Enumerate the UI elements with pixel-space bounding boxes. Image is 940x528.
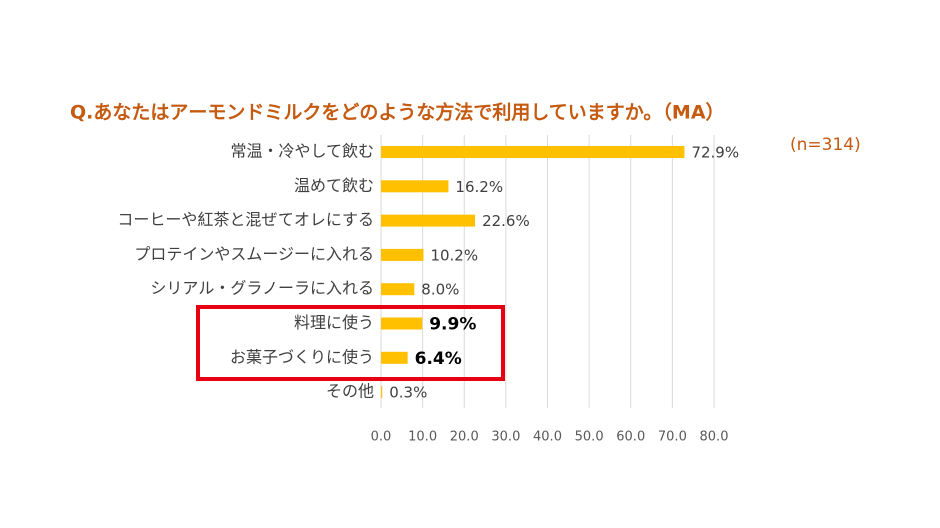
value-label: 10.2% (430, 246, 478, 264)
category-label: 料理に使う (294, 313, 374, 332)
bar (381, 283, 415, 296)
value-label: 72.9% (691, 144, 739, 162)
bar (381, 351, 408, 364)
bar (381, 248, 424, 261)
category-label: お菓子づくりに使う (230, 347, 374, 366)
value-label: 16.2% (455, 178, 503, 196)
x-tick-label: 0.0 (371, 430, 392, 445)
x-tick-label: 50.0 (575, 430, 604, 445)
bar (381, 146, 685, 158)
category-label: その他 (326, 382, 374, 401)
chart-title: Q.あなたはアーモンドミルクをどのような方法で利用していますか。（MA） (70, 101, 725, 124)
value-label: 8.0% (421, 281, 459, 299)
bar (381, 386, 383, 399)
category-label: 温めて飲む (294, 176, 374, 195)
x-tick-label: 80.0 (700, 430, 729, 445)
chart-subtitle: (n=314) (790, 135, 861, 155)
category-label: コーヒーや紅茶と混ぜてオレにする (117, 210, 374, 229)
x-tick-label: 60.0 (616, 430, 645, 445)
x-tick-label: 30.0 (491, 430, 520, 445)
category-label: 常温・冷やして飲む (230, 142, 374, 161)
value-label: 6.4% (415, 349, 462, 369)
x-tick-label: 70.0 (658, 430, 687, 445)
x-tick-label: 20.0 (450, 430, 479, 445)
x-tick-label: 40.0 (533, 430, 562, 445)
bar (381, 214, 476, 227)
x-tick-label: 10.0 (408, 430, 437, 445)
value-label: 22.6% (482, 212, 530, 230)
category-label: シリアル・グラノーラに入れる (150, 279, 374, 298)
highlight-box (196, 305, 505, 381)
bar (381, 317, 423, 330)
value-label: 0.3% (389, 384, 427, 402)
value-label: 9.9% (429, 315, 476, 335)
category-label: プロテインやスムージーに入れる (134, 244, 374, 263)
bar (381, 180, 449, 193)
